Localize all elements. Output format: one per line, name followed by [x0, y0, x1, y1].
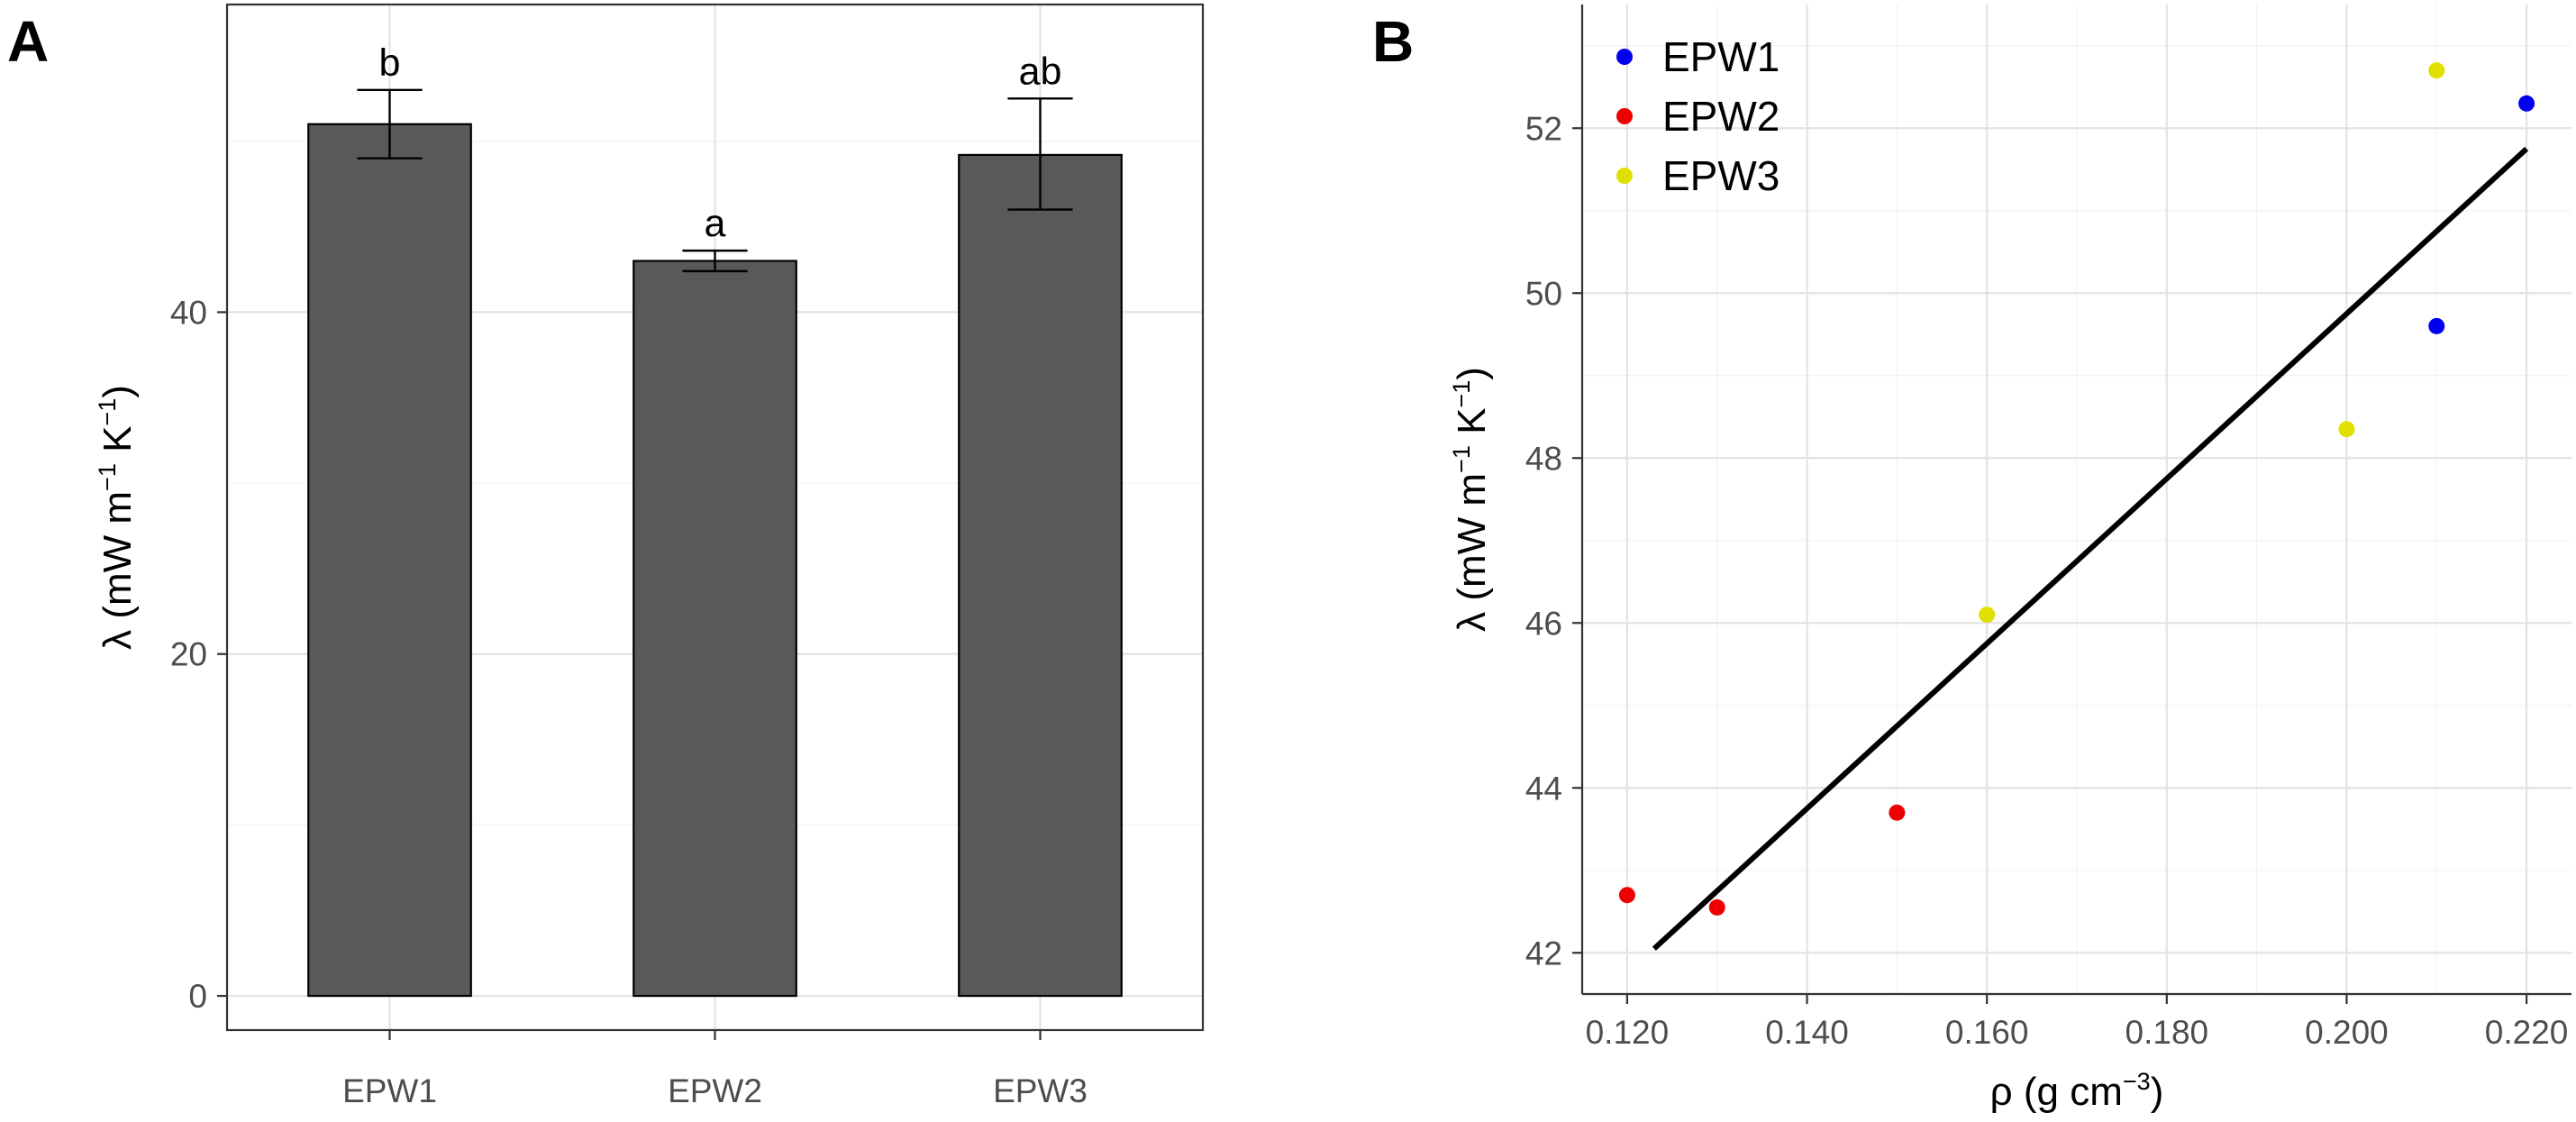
x-tick-label: EPW3	[993, 1072, 1088, 1109]
y-tick-label: 0	[188, 978, 207, 1015]
panel-b-x-axis-title: ρ (g cm−3)	[1990, 1068, 2164, 1114]
panel-a-x-axis-ticks: EPW1 EPW2 EPW3	[342, 1030, 1088, 1109]
point-epw1	[2518, 95, 2535, 112]
panel-b-y-axis-title: λ (mW m−1 K−1)	[1448, 367, 1494, 632]
panel-a-bars	[307, 123, 1123, 998]
x-tick-label: 0.160	[1945, 1014, 2029, 1051]
legend-label-epw3: EPW3	[1662, 152, 1780, 199]
x-tick-label: 0.140	[1765, 1014, 1849, 1051]
y-tick-label: 48	[1525, 440, 1562, 477]
regression-line	[1652, 146, 2529, 951]
bar-epw1	[307, 123, 472, 998]
panel-b-y-axis-ticks: 42 44 46 48 50 52	[1525, 110, 1582, 971]
panel-b-points	[1618, 62, 2535, 916]
panel-a-letter: A	[7, 9, 49, 74]
panel-b-grid	[1582, 5, 2571, 994]
point-epw2	[1618, 887, 1635, 904]
panel-a-error-bars	[357, 88, 1073, 273]
panel-b-x-axis-ticks: 0.120 0.140 0.160 0.180 0.200 0.220	[1586, 994, 2569, 1051]
bar-epw3	[958, 153, 1123, 998]
y-tick-label: 50	[1525, 275, 1562, 312]
panel-a-y-axis-title: λ (mW m−1 K−1)	[94, 385, 140, 650]
legend-label-epw1: EPW1	[1662, 33, 1780, 80]
panel-a-significance-letters: b a ab	[379, 41, 1062, 245]
point-epw3	[2428, 62, 2445, 79]
significance-letter: a	[705, 202, 726, 245]
y-tick-label: 46	[1525, 605, 1562, 642]
y-tick-label: 44	[1525, 770, 1562, 807]
significance-letter: ab	[1019, 50, 1062, 93]
panel-a-y-axis-ticks: 0 20 40	[170, 294, 227, 1015]
y-tick-label: 40	[170, 294, 207, 331]
y-tick-label: 20	[170, 636, 207, 673]
x-tick-label: 0.200	[2305, 1014, 2389, 1051]
panel-b-letter: B	[1372, 9, 1414, 74]
legend-key-epw3	[1616, 168, 1633, 184]
significance-letter: b	[379, 41, 401, 85]
legend-key-epw1	[1616, 49, 1633, 65]
point-epw2	[1708, 899, 1725, 916]
point-epw1	[2428, 317, 2445, 334]
x-tick-label: EPW2	[668, 1072, 762, 1109]
panel-b-fit-line	[1652, 146, 2529, 951]
panel-b-legend: EPW1 EPW2 EPW3	[1616, 33, 1780, 199]
x-tick-label: EPW1	[342, 1072, 437, 1109]
legend-label-epw2: EPW2	[1662, 93, 1780, 140]
panel-a: A b a ab 0 20 40 EPW1 EPW2 EPW3 λ (mW m−1 K−1)	[7, 3, 1205, 1109]
point-epw2	[1889, 804, 1906, 821]
legend-key-epw2	[1616, 108, 1633, 124]
point-epw3	[2338, 421, 2355, 438]
x-tick-label: 0.220	[2485, 1014, 2569, 1051]
point-epw3	[1979, 607, 1996, 624]
bar-epw2	[633, 260, 797, 998]
x-tick-label: 0.180	[2125, 1014, 2209, 1051]
y-tick-label: 42	[1525, 935, 1562, 971]
x-tick-label: 0.120	[1586, 1014, 1670, 1051]
y-tick-label: 52	[1525, 110, 1562, 147]
